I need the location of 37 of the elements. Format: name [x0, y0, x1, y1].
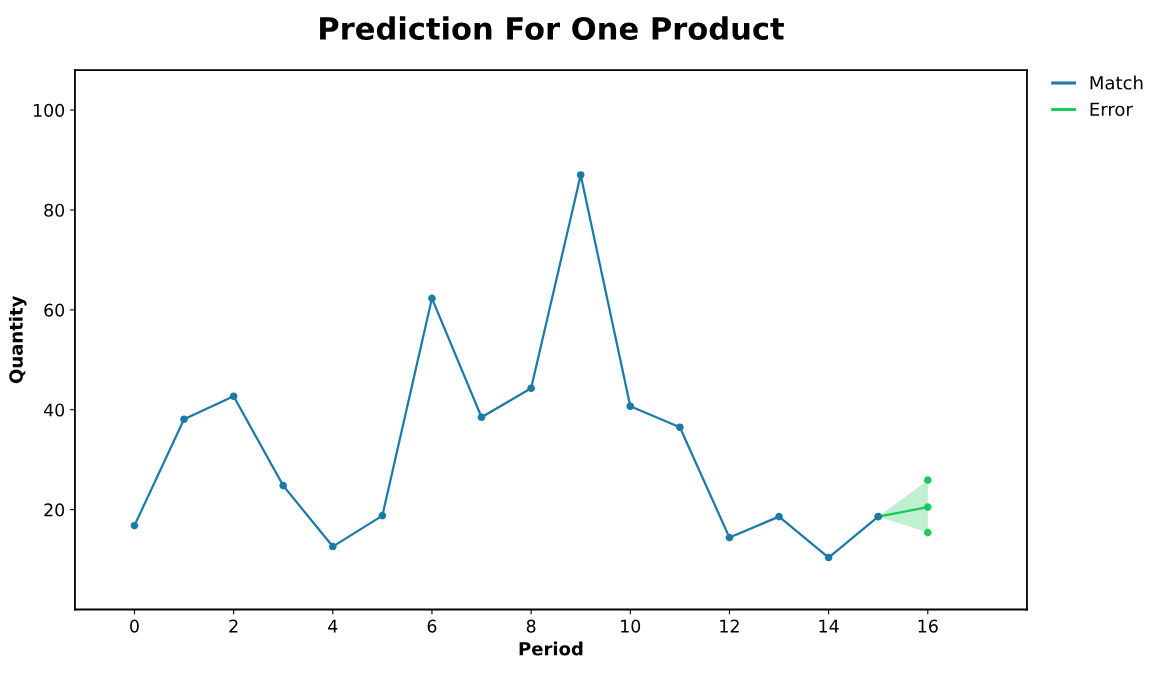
- y-axis-title: Quantity: [8, 295, 27, 384]
- x-axis-title: Period: [519, 641, 583, 656]
- point: [180, 415, 188, 424]
- point: [924, 476, 932, 484]
- legend-label: Error: [1090, 102, 1133, 117]
- x-tick-label: 6: [427, 619, 437, 633]
- point: [428, 294, 436, 303]
- x-tick-label: 10: [621, 619, 641, 633]
- point: [824, 553, 833, 562]
- x-tick-label: 16: [918, 619, 938, 633]
- x-tick-label: 4: [328, 619, 338, 633]
- x-tick-label: 2: [229, 619, 238, 633]
- point: [527, 384, 535, 393]
- point: [378, 511, 387, 520]
- point: [626, 402, 635, 411]
- legend-label: Match: [1090, 75, 1143, 90]
- x-tick-label: 8: [526, 619, 536, 633]
- y-tick-label: 100: [33, 103, 65, 117]
- point: [725, 533, 734, 542]
- y-tick-label: 20: [44, 503, 65, 517]
- point: [130, 521, 139, 530]
- point: [279, 481, 287, 490]
- y-tick-label: 60: [44, 303, 65, 317]
- point: [328, 542, 337, 551]
- x-tick-label: 14: [819, 619, 839, 633]
- point: [676, 423, 684, 432]
- y-tick-label: 40: [43, 403, 65, 417]
- point: [924, 503, 932, 511]
- point: [924, 528, 932, 537]
- x-tick-label: 12: [720, 619, 739, 633]
- point: [229, 392, 238, 401]
- point: [576, 171, 585, 179]
- chart-title: Prediction For One Product: [320, 16, 784, 41]
- x-tick-label: 0: [130, 619, 139, 633]
- point: [775, 512, 783, 521]
- point: [477, 413, 486, 422]
- y-tick-label: 80: [44, 203, 65, 217]
